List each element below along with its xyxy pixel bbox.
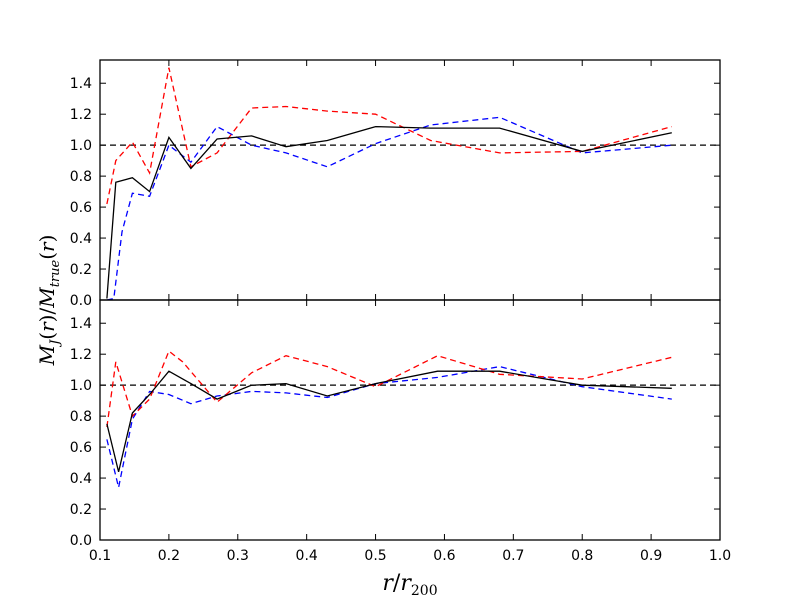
bottom-plot-lines [100, 350, 720, 488]
top-y-tick-label: 0.4 [70, 231, 92, 247]
top-panel-frame [99, 59, 721, 301]
y-axis-label: MJ(r)/Mtrue(r) [35, 235, 63, 367]
top-y-tick-label: 0.8 [70, 169, 92, 185]
bottom-x-tick-label: 0.2 [158, 548, 180, 564]
bottom-series-black [106, 370, 672, 473]
bottom-y-tick-label: 0.8 [70, 409, 92, 425]
top-plot-lines [100, 67, 720, 300]
top-y-tick-label: 0.6 [70, 200, 92, 216]
top-y-tick-label: 0.2 [70, 262, 92, 278]
top-series-black [106, 125, 672, 299]
x-axis: 0.1 0.2 0.3 0.4 0.5 0.6 0.7 0.8 0.9 1.0 [89, 300, 731, 564]
bottom-x-tick-label: 0.8 [571, 548, 593, 564]
bottom-x-tick-label: 0.1 [89, 548, 111, 564]
top-y-tick-label: 0.0 [70, 293, 92, 309]
bottom-y-tick-label: 0.4 [70, 471, 92, 487]
bottom-y-axis: 0.0 0.2 0.4 0.6 0.8 1.0 1.2 1.4 [70, 316, 720, 549]
top-series-blue [106, 116, 672, 300]
top-y-tick-label: 1.0 [70, 138, 92, 154]
top-y-axis: 0.0 0.2 0.4 0.6 0.8 1.0 1.2 1.4 [70, 60, 721, 309]
bottom-y-tick-label: 1.4 [70, 316, 92, 332]
bottom-x-tick-label: 0.4 [296, 548, 318, 564]
top-y-tick-label: 1.2 [70, 107, 92, 123]
bottom-y-tick-label: 0.2 [70, 502, 92, 518]
bottom-x-tick-label: 0.3 [227, 548, 249, 564]
bottom-x-tick-label: 1.0 [709, 548, 731, 564]
top-y-tick-label: 1.4 [70, 76, 92, 92]
bottom-y-tick-label: 1.2 [70, 347, 92, 363]
bottom-x-tick-label: 0.7 [502, 548, 524, 564]
bottom-x-tick-label: 0.5 [364, 548, 386, 564]
bottom-y-tick-label: 0.0 [70, 533, 92, 549]
top-series-red [106, 67, 672, 205]
bottom-y-tick-label: 1.0 [70, 378, 92, 394]
bottom-x-tick-label: 0.6 [433, 548, 455, 564]
bottom-x-tick-label: 0.9 [640, 548, 662, 564]
x-axis-label: r/r200 [382, 571, 437, 599]
bottom-series-red [106, 350, 672, 428]
top-panel: 0.0 0.2 0.4 0.6 0.8 1.0 1.2 1.4 [70, 59, 721, 309]
bottom-panel-frame [99, 299, 721, 541]
bottom-panel: 0.0 0.2 0.4 0.6 0.8 1.0 1.2 1.4 0.1 0.2 0.3 0.4 0.5… [70, 299, 731, 564]
bottom-y-tick-label: 0.6 [70, 440, 92, 456]
